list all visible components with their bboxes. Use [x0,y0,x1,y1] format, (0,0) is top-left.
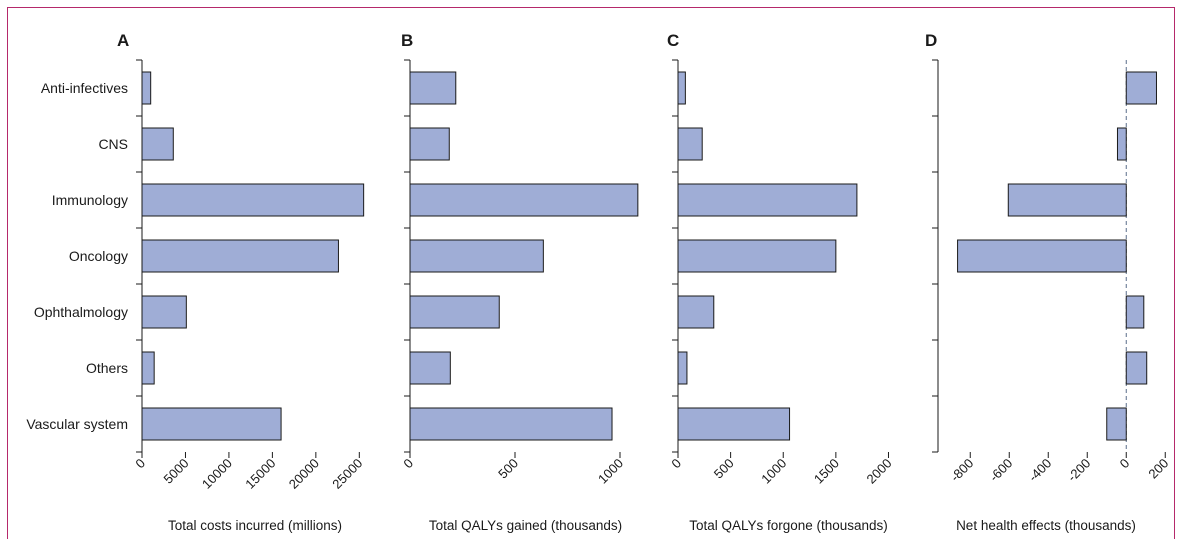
bar [1007,183,1127,217]
x-tick-label: 2000 [864,456,895,487]
bar [409,71,457,105]
x-tick-label: 1000 [758,456,789,487]
x-axis-title: Net health effects (thousands) [956,518,1136,533]
bar [677,295,715,329]
x-tick-label: 200 [1145,456,1171,482]
x-tick-label: 500 [495,456,521,482]
bar [409,407,613,441]
x-axis-title: Total costs incurred (millions) [168,518,342,533]
category-label: Immunology [52,192,128,208]
category-label: Ophthalmology [34,304,128,320]
panel-letter: C [667,31,679,50]
bar [1125,295,1145,329]
bar [1125,71,1157,105]
x-tick-label: -600 [986,456,1015,485]
x-axis-title: Total QALYs forgone (thousands) [689,518,888,533]
panel-letter: B [401,31,413,50]
category-label: CNS [98,136,128,152]
bar [141,407,282,441]
x-tick-label: 20000 [286,456,322,492]
x-tick-label: -200 [1064,456,1093,485]
bar [409,183,639,217]
x-tick-label: 10000 [199,456,235,492]
bar [1116,127,1127,161]
category-label: Vascular system [26,416,128,432]
x-tick-label: 0 [132,456,148,472]
bar [677,71,686,105]
bar [141,295,187,329]
bar [409,295,500,329]
bar [1106,407,1127,441]
figure-frame [7,7,1175,539]
x-tick-label: 5000 [161,456,192,487]
x-tick-label: 1000 [595,456,626,487]
category-label: Others [86,360,128,376]
bar [1125,351,1148,385]
panel-a: A 0 5000 10000 15000 20000 25000 Total costs in… [117,31,365,533]
bar [677,407,791,441]
panel-letter: A [117,31,129,50]
x-tick-label: 0 [400,456,416,472]
x-tick-label: 15000 [242,456,278,492]
bar [141,351,155,385]
bar [409,127,450,161]
x-tick-label: 1500 [811,456,842,487]
x-tick-label: 0 [1117,456,1133,472]
bar [141,71,152,105]
bar [677,239,837,273]
bar [957,239,1127,273]
x-tick-label: 25000 [329,456,365,492]
x-tick-label: -800 [947,456,976,485]
bar [677,127,703,161]
x-tick-label: -400 [1025,456,1054,485]
bar [409,351,451,385]
bar [677,183,858,217]
bar [141,239,339,273]
category-label: Oncology [69,248,128,264]
x-tick-label: 0 [668,456,684,472]
bar [141,183,365,217]
x-axis-title: Total QALYs gained (thousands) [429,518,622,533]
bar [409,239,544,273]
bar [677,351,688,385]
x-tick-label: 500 [711,456,737,482]
panel-d: D -800 -600 -400 -200 0 200 Net health effects … [925,31,1171,533]
panel-letter: D [925,31,937,50]
bar [141,127,174,161]
panel-c: C 0 500 1000 1500 2000 Total QALYs forgone (th… [667,31,895,533]
category-label: Anti-infectives [41,80,128,96]
panel-b: B 0 500 1000 Total QALYs gained (thousands) [400,31,639,533]
